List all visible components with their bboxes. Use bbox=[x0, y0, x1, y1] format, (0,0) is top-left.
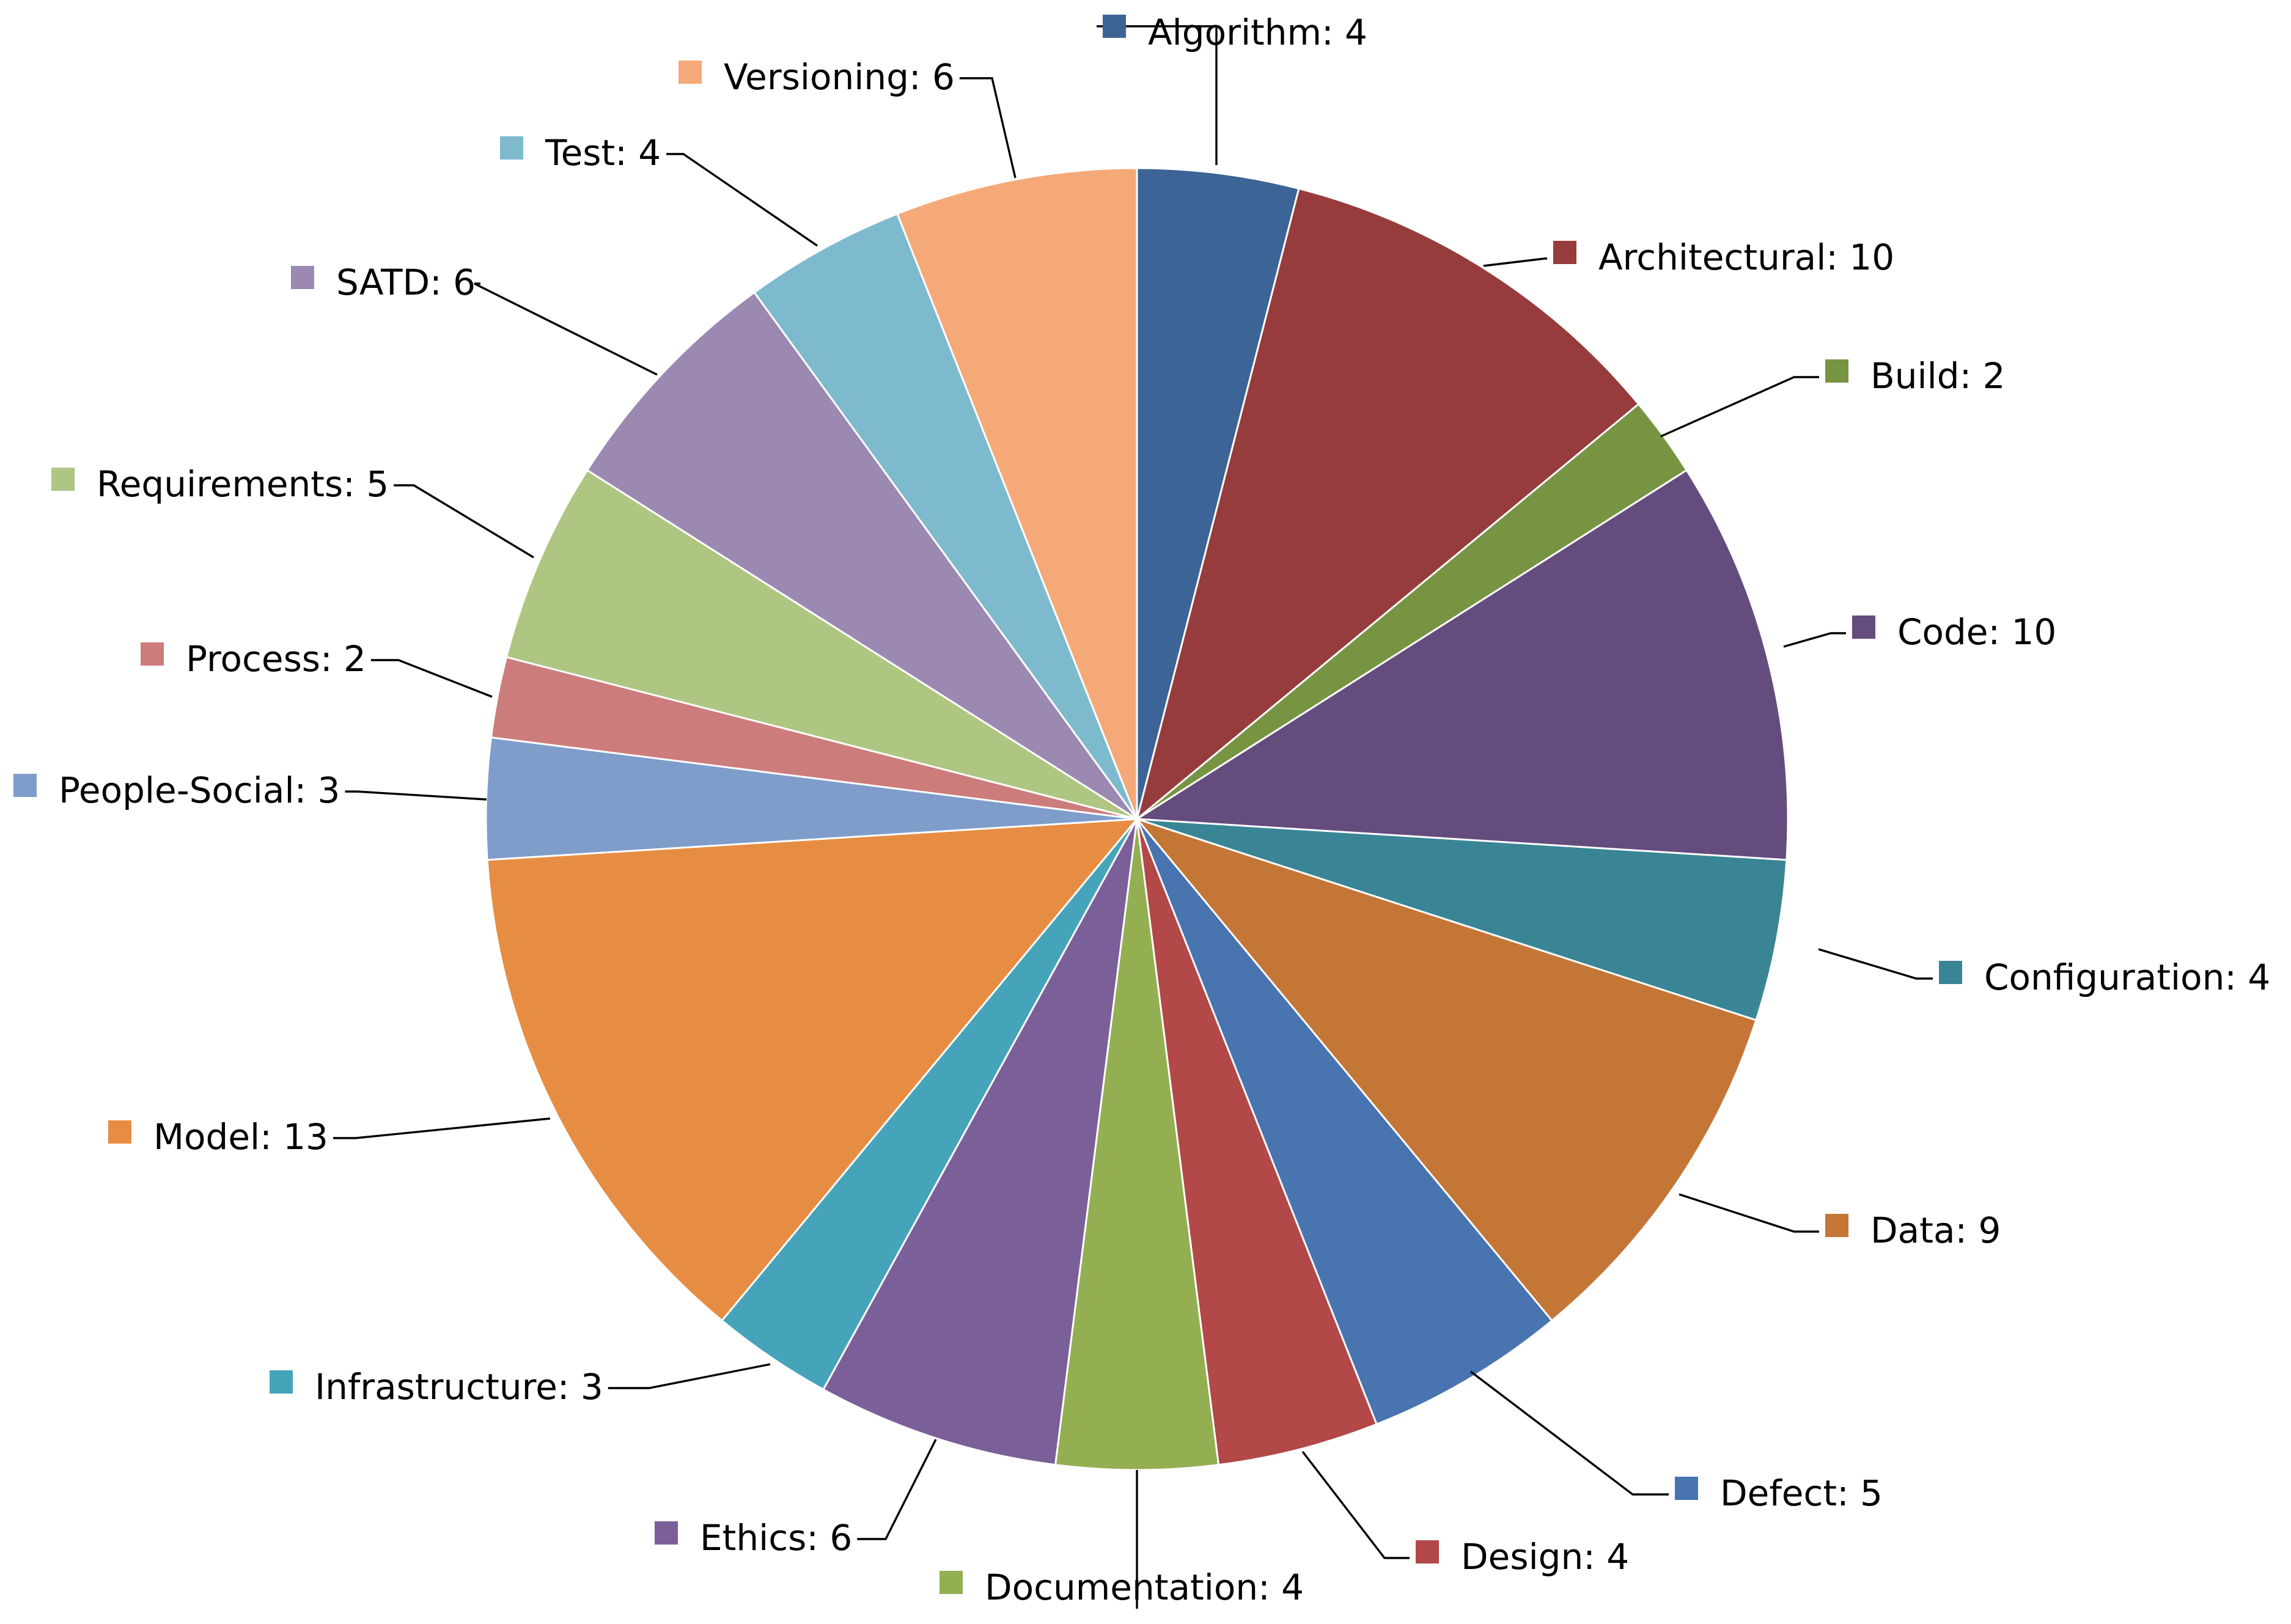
data-label-code: Code: 10 bbox=[1897, 611, 2056, 653]
pie-slice-architectural bbox=[1135, 187, 1640, 822]
pie-slices bbox=[485, 167, 1789, 1471]
data-label-architectural: Architectural: 10 bbox=[1598, 237, 1894, 278]
label-marker-ethics bbox=[655, 1521, 678, 1545]
label-marker-process bbox=[141, 642, 164, 666]
label-marker-build bbox=[1825, 359, 1848, 383]
pie-slice-versioning bbox=[895, 167, 1138, 820]
data-label-algorithm: Algorithm: 4 bbox=[1148, 12, 1367, 53]
pie-slice-data bbox=[1134, 817, 1757, 1322]
label-marker-data bbox=[1825, 1214, 1848, 1237]
label-marker-satd bbox=[291, 266, 314, 289]
label-marker-architectural bbox=[1553, 241, 1576, 264]
leader-lines bbox=[333, 25, 1933, 1609]
pie-slice-satd bbox=[586, 291, 1138, 820]
pie-slice-configuration bbox=[1136, 818, 1788, 1021]
label-marker-defect bbox=[1675, 1477, 1698, 1500]
leader-line-code bbox=[1783, 632, 1846, 648]
data-label-build: Build: 2 bbox=[1870, 355, 2005, 397]
pie-slice-defect bbox=[1136, 818, 1554, 1426]
leader-line-data bbox=[1679, 1193, 1819, 1233]
label-marker-documentation bbox=[940, 1571, 963, 1594]
data-label-test: Test: 4 bbox=[545, 132, 661, 174]
leader-line-defect bbox=[1469, 1370, 1669, 1496]
leader-line-people-social bbox=[345, 790, 487, 801]
leader-line-configuration bbox=[1818, 948, 1933, 980]
leader-line-satd bbox=[474, 282, 658, 376]
label-marker-configuration bbox=[1939, 961, 1962, 984]
leader-line-algorithm bbox=[1097, 25, 1218, 165]
leader-line-architectural bbox=[1483, 257, 1547, 267]
label-marker-infrastructure bbox=[270, 1370, 293, 1394]
leader-line-model bbox=[333, 1117, 551, 1139]
leader-line-design bbox=[1301, 1450, 1410, 1559]
data-label-defect: Defect: 5 bbox=[1720, 1472, 1883, 1514]
data-label-data: Data: 9 bbox=[1870, 1210, 2001, 1251]
data-label-requirements: Requirements: 5 bbox=[97, 463, 389, 505]
label-marker-versioning bbox=[678, 61, 702, 84]
pie-slice-code bbox=[1134, 469, 1789, 861]
leader-line-process bbox=[370, 659, 493, 698]
label-marker-people-social bbox=[13, 774, 37, 797]
label-marker-code bbox=[1852, 615, 1875, 639]
pie-slice-model bbox=[486, 818, 1139, 1322]
label-marker-design bbox=[1416, 1540, 1439, 1563]
leader-line-infrastructure bbox=[608, 1363, 771, 1389]
data-labels: Algorithm: 4 Architectural: 10 Build: 2 Cod… bbox=[13, 12, 2270, 1608]
data-label-satd: SATD: 6 bbox=[336, 262, 476, 303]
data-label-configuration: Configuration: 4 bbox=[1984, 957, 2270, 998]
pie-slice-algorithm bbox=[1136, 167, 1300, 820]
label-marker-test bbox=[500, 136, 523, 160]
leader-line-requirements bbox=[394, 484, 534, 559]
data-label-people-social: People-Social: 3 bbox=[59, 770, 340, 811]
label-marker-requirements bbox=[51, 468, 75, 491]
data-label-versioning: Versioning: 6 bbox=[724, 56, 955, 98]
data-label-documentation: Documentation: 4 bbox=[985, 1567, 1304, 1608]
pie-slice-test bbox=[752, 212, 1138, 820]
data-label-process: Process: 2 bbox=[186, 638, 366, 680]
data-label-ethics: Ethics: 6 bbox=[700, 1517, 852, 1559]
leader-line-build bbox=[1660, 376, 1819, 438]
leader-line-test bbox=[666, 153, 818, 247]
data-label-design: Design: 4 bbox=[1461, 1536, 1629, 1578]
pie-slice-requirements bbox=[505, 469, 1138, 820]
data-label-infrastructure: Infrastructure: 3 bbox=[315, 1366, 603, 1408]
pie-slice-design bbox=[1136, 818, 1378, 1466]
leader-line-ethics bbox=[857, 1439, 937, 1540]
leader-line-versioning bbox=[959, 77, 1017, 178]
pie-slice-ethics bbox=[822, 818, 1138, 1466]
data-label-model: Model: 13 bbox=[153, 1116, 328, 1158]
label-marker-model bbox=[108, 1120, 131, 1144]
label-marker-algorithm bbox=[1103, 15, 1126, 38]
